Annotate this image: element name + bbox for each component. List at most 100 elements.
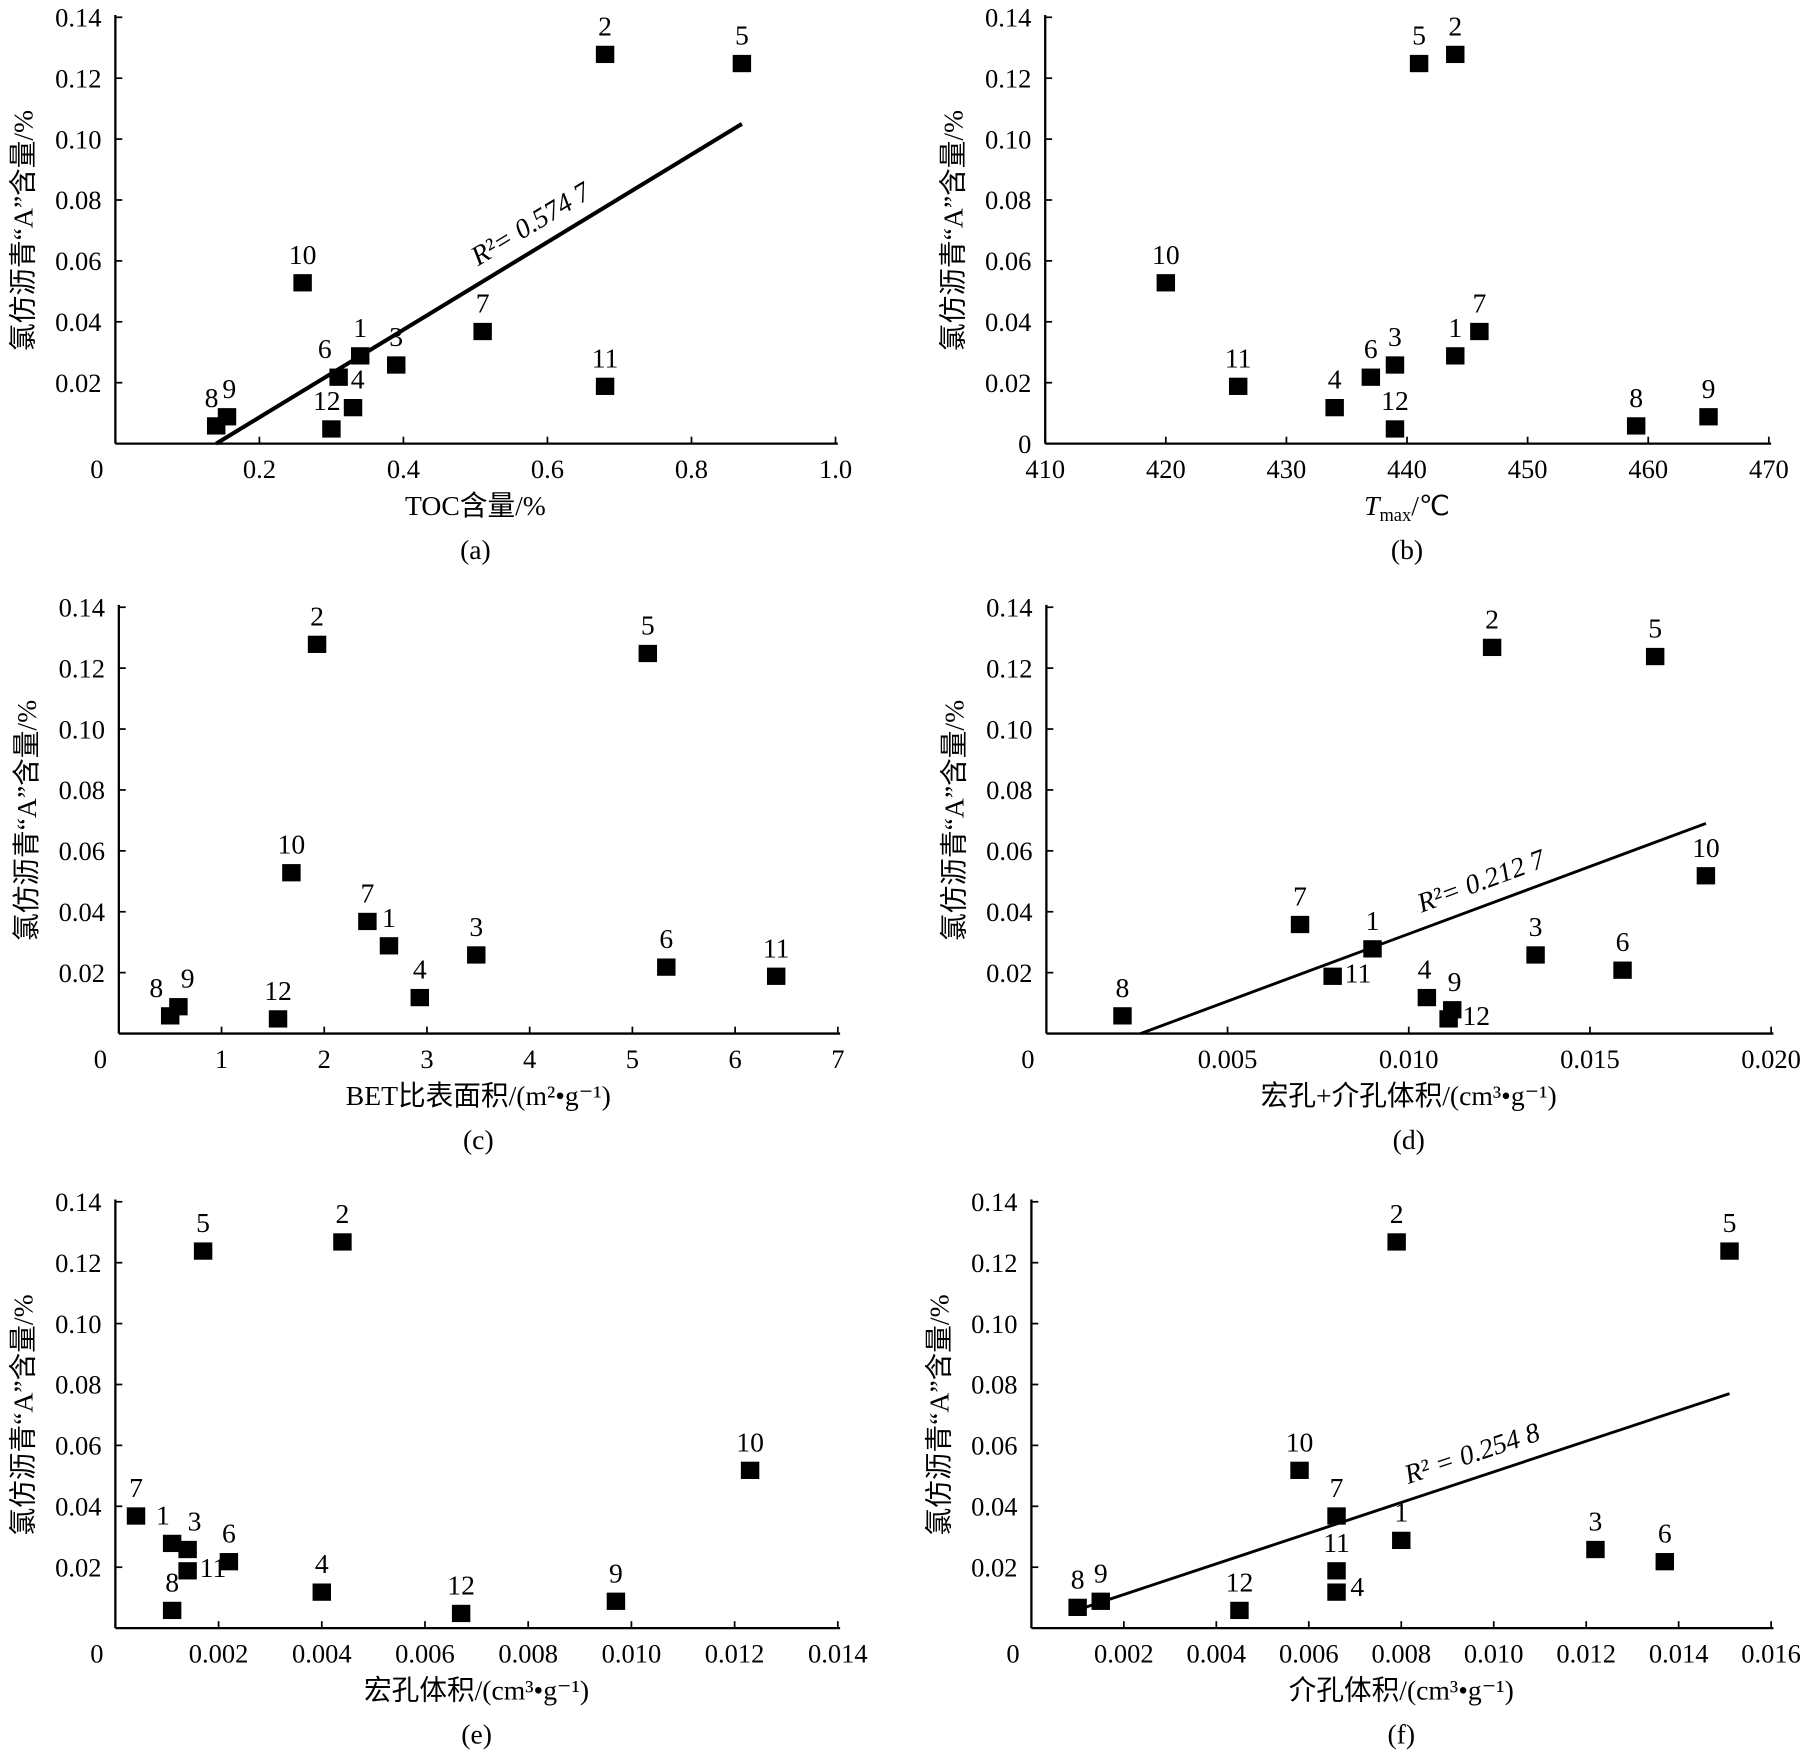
point-label: 12 — [264, 975, 292, 1006]
x-tick-label: 460 — [1628, 454, 1668, 484]
x-tick-label: 0.010 — [1464, 1639, 1524, 1669]
data-point-8 — [1626, 417, 1646, 435]
x-tick-label: 0.6 — [531, 454, 564, 484]
y-tick-label: 0.06 — [985, 246, 1031, 276]
x-tick-label: 0.010 — [1379, 1044, 1439, 1074]
panel-a: 0.2 0.4 0.6 0.8 1.0 0.02 0.04 0.06 0.08 0.10 0.12 0… — [7, 3, 852, 565]
point-label: 10 — [289, 239, 317, 270]
x-tick-label: 0.004 — [292, 1639, 352, 1669]
y-tick-label: 0.08 — [985, 185, 1031, 215]
data-point-12 — [1385, 420, 1405, 438]
panel-f: 0.002 0.004 0.006 0.008 0.010 0.012 0.014 0.016… — [923, 1187, 1801, 1749]
x-tick-label: 0.008 — [498, 1639, 558, 1669]
data-point-12 — [451, 1604, 471, 1623]
trend-line — [1077, 1392, 1730, 1612]
data-point-8 — [162, 1601, 182, 1620]
panel-d: 0.005 0.010 0.015 0.020 0.02 0.04 0.06 0.08 0.10… — [938, 592, 1801, 1154]
panel-caption: (f) — [1387, 1718, 1415, 1749]
x-tick-label: 420 — [1146, 454, 1186, 484]
point-label: 1 — [1448, 312, 1462, 343]
data-point-7 — [1470, 322, 1489, 341]
data-point-11 — [1327, 1562, 1346, 1580]
data-point-6 — [1655, 1553, 1675, 1571]
point-label: 2 — [1485, 603, 1499, 634]
data-point-7 — [1290, 915, 1310, 934]
data-point-8 — [1113, 1007, 1132, 1025]
data-point-1 — [1363, 940, 1382, 958]
y-tick-label: 0.02 — [986, 958, 1032, 988]
data-point-4 — [312, 1583, 332, 1601]
x-tick-label: 1.0 — [819, 454, 852, 484]
y-tick-label: 0.04 — [55, 1492, 101, 1522]
data-point-2 — [1446, 45, 1465, 64]
x-tick-label: 0.014 — [1649, 1639, 1709, 1669]
data-point-11 — [595, 377, 615, 395]
point-label: 6 — [659, 923, 673, 954]
y-tick-label: 0.12 — [985, 63, 1031, 93]
point-label: 11 — [763, 932, 790, 963]
point-label: 1 — [382, 902, 396, 933]
y-axis-label: 氯仿沥青“A”含量/% — [938, 700, 969, 941]
point-label: 11 — [1225, 342, 1252, 373]
x-tick-label: 0.006 — [1279, 1639, 1339, 1669]
data-point-9 — [606, 1592, 626, 1610]
y-tick-label: 0.10 — [971, 1309, 1017, 1339]
point-label: 8 — [1116, 972, 1130, 1003]
trend-line — [1140, 822, 1707, 1035]
data-point-3 — [467, 946, 486, 964]
point-label: 10 — [1152, 239, 1180, 270]
data-point-4 — [1325, 399, 1344, 417]
point-label: 6 — [318, 333, 332, 364]
point-label: 7 — [476, 288, 490, 319]
data-point-7 — [1327, 1507, 1346, 1525]
point-label: 4 — [315, 1548, 329, 1579]
x-tick-label: 0.2 — [243, 454, 276, 484]
point-label: 12 — [447, 1569, 475, 1600]
data-point-1 — [351, 347, 370, 365]
point-label: 6 — [1364, 333, 1378, 364]
point-label: 12 — [1226, 1566, 1254, 1597]
data-point-10 — [293, 274, 312, 292]
data-point-12 — [268, 1010, 288, 1028]
x-tick-label: 470 — [1749, 454, 1789, 484]
point-label: 11 — [1345, 958, 1372, 989]
point-label: 10 — [1286, 1426, 1314, 1457]
origin-label: 0 — [94, 1044, 107, 1074]
data-point-7 — [358, 912, 377, 931]
x-tick-label: 0.012 — [1556, 1639, 1616, 1669]
x-axis-label: 宏孔体积/(cm³•g⁻¹) — [364, 1675, 589, 1706]
data-point-12 — [1230, 1601, 1249, 1620]
data-point-3 — [1526, 946, 1545, 964]
data-point-5 — [1645, 647, 1665, 666]
y-tick-label: 0.04 — [59, 897, 105, 927]
y-tick-label: 0.12 — [986, 653, 1032, 683]
data-point-3 — [1385, 356, 1405, 374]
x-tick-label: 0.008 — [1371, 1639, 1431, 1669]
point-label: 7 — [1330, 1472, 1344, 1503]
point-label: 12 — [1381, 385, 1409, 416]
point-label: 7 — [360, 877, 374, 908]
x-tick-label: 3 — [420, 1044, 433, 1074]
x-tick-label: 0.005 — [1198, 1044, 1258, 1074]
y-tick-label: 0.14 — [971, 1187, 1017, 1217]
y-tick-label: 0.12 — [55, 1248, 101, 1278]
point-label: 3 — [188, 1505, 202, 1536]
point-label: 9 — [1094, 1557, 1108, 1588]
x-tick-label: 0.020 — [1741, 1044, 1801, 1074]
x-axis-label: Tmax/℃ — [1364, 490, 1450, 525]
point-label: 5 — [641, 609, 655, 640]
data-point-6 — [1361, 368, 1381, 386]
y-tick-label: 0.08 — [59, 775, 105, 805]
y-tick-label: 0.06 — [55, 246, 101, 276]
point-label: 7 — [129, 1472, 143, 1503]
point-label: 4 — [1350, 1571, 1364, 1602]
point-label: 8 — [1629, 382, 1643, 413]
point-label: 1 — [1366, 905, 1380, 936]
y-tick-label: 0.14 — [55, 1187, 101, 1217]
point-label: 1 — [353, 312, 367, 343]
x-tick-label: 6 — [728, 1044, 741, 1074]
x-tick-label: 0.014 — [808, 1639, 868, 1669]
y-tick-label: 0.14 — [985, 3, 1031, 33]
data-point-4 — [1417, 988, 1437, 1007]
point-label: 5 — [196, 1207, 210, 1238]
